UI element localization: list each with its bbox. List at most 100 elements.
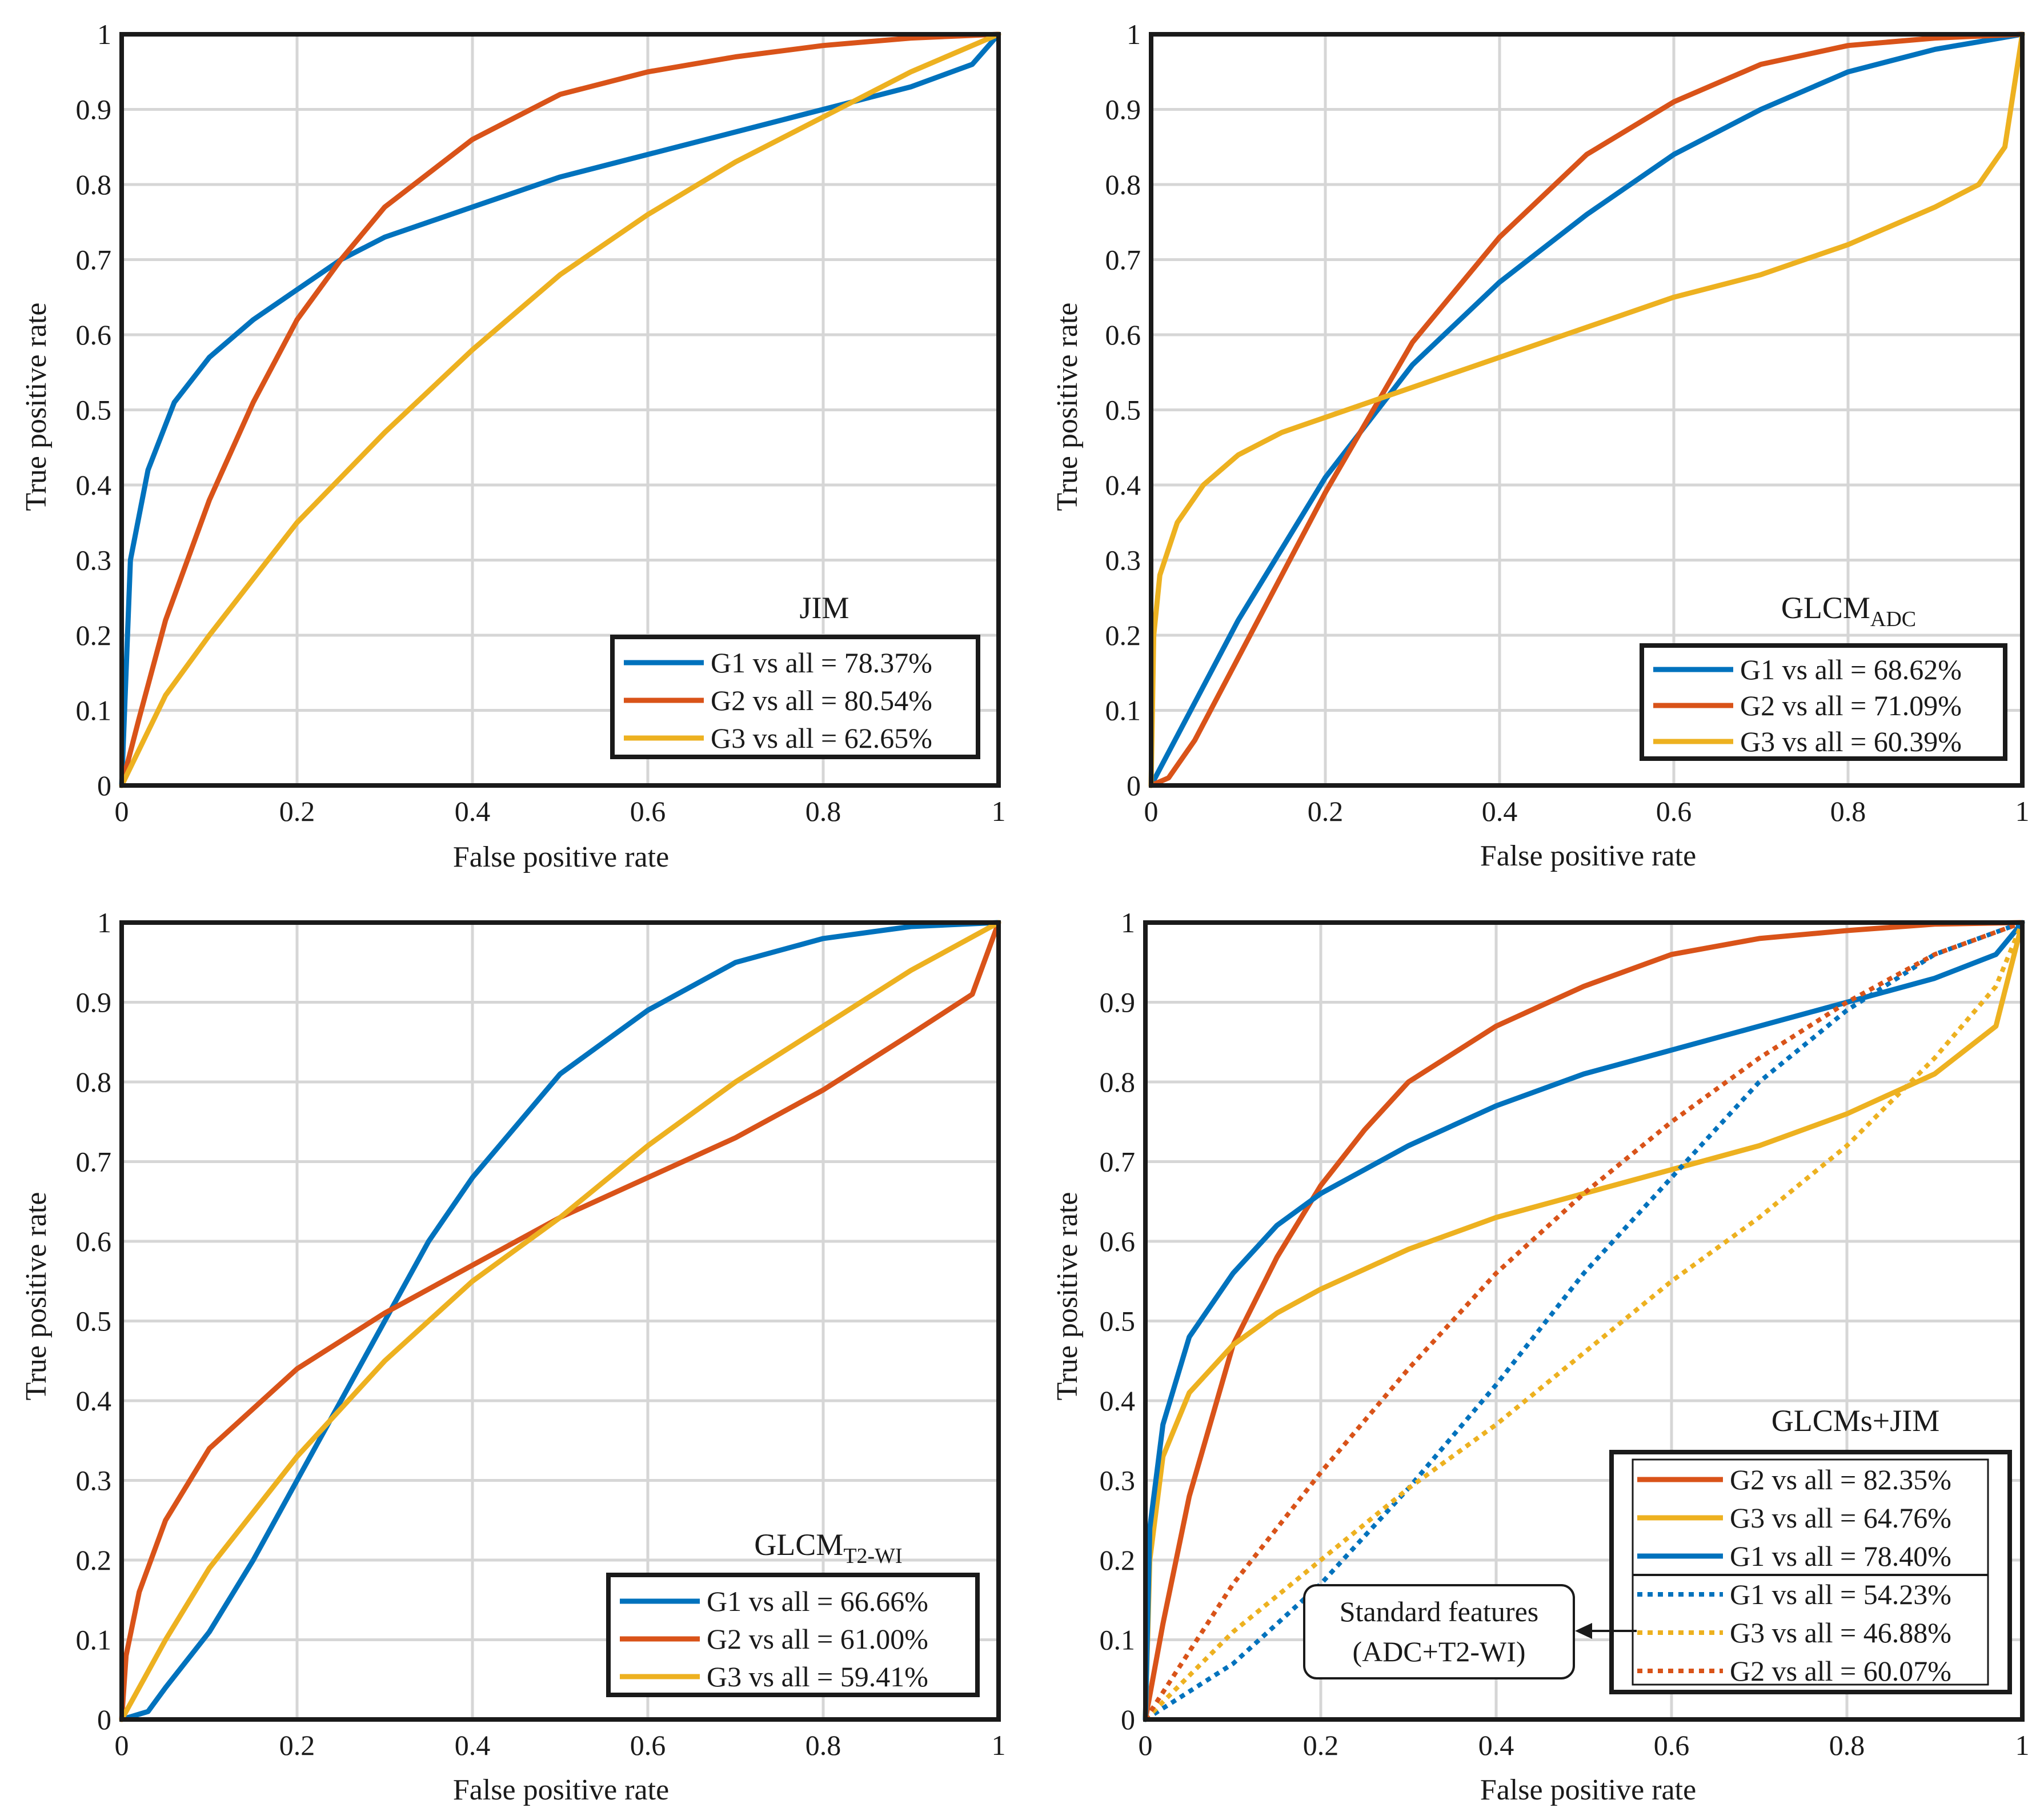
y-tick-label: 1 (1127, 18, 1141, 50)
y-tick-label: 1 (97, 18, 111, 50)
legend-box (1609, 1450, 2012, 1694)
y-axis-label: True positive rate (20, 1192, 53, 1401)
y-tick-label: 0.1 (1105, 695, 1141, 727)
y-tick-label: 0.6 (1105, 319, 1141, 351)
legend-label: G1 vs all = 54.23% (1730, 1578, 1951, 1610)
axes-frame (1143, 920, 2025, 1722)
series-line-g3-dotted (1144, 921, 2025, 1721)
annotation-box (1303, 1584, 1575, 1679)
series-line-g2 (1143, 920, 2025, 1722)
x-tick-label: 1 (2015, 1729, 2030, 1761)
y-tick-label: 0.6 (1100, 1225, 1136, 1257)
x-tick-label: 0.6 (1654, 1729, 1690, 1761)
y-tick-label: 0.9 (76, 987, 112, 1019)
x-tick-label: 0.6 (630, 795, 666, 827)
y-tick-label: 0 (1121, 1703, 1135, 1735)
y-tick-label: 0.8 (76, 169, 112, 201)
x-tick-label: 0 (115, 795, 129, 827)
panel-glcms-jim: 0 0.2 0.4 0.6 0.8 1 0 0.1 0.2 0.3 0.4 0.5 0.6 0.7 0.8 0… (1051, 907, 2030, 1806)
y-tick-label: 0.9 (1100, 987, 1136, 1019)
series-line-g3 (119, 31, 1001, 788)
y-tick-label: 0.7 (1100, 1146, 1136, 1178)
legend-label: G2 vs all = 80.54% (711, 684, 932, 716)
legend-label: G2 vs all = 61.00% (707, 1623, 928, 1655)
annotation-arrowhead (1575, 1623, 1592, 1639)
series-line-g3 (1143, 920, 2025, 1722)
y-tick-label: 0.5 (76, 1305, 112, 1337)
legend-label: G2 vs all = 82.35% (1730, 1464, 1951, 1496)
legend-label: G3 vs all = 59.41% (707, 1661, 928, 1693)
x-tick-label: 0.8 (805, 795, 841, 827)
y-tick-label: 0 (97, 1703, 111, 1735)
y-tick-label: 0.9 (76, 94, 112, 126)
annotation-line-1: Standard features (1340, 1595, 1538, 1627)
x-axis-label: False positive rate (453, 1774, 669, 1806)
y-tick-label: 0.6 (76, 1225, 112, 1257)
x-tick-label: 0.8 (1829, 1729, 1865, 1761)
series-line-g2 (119, 31, 1001, 788)
y-tick-label: 0.2 (1100, 1544, 1136, 1576)
panel-jim: 0 0.2 0.4 0.6 0.8 1 0 0.1 0.2 0.3 0.4 0.5 0.6 0.7 0.8 0… (20, 18, 1006, 873)
series-layer (119, 920, 1001, 1722)
panel-title: GLCMs+JIM (1772, 1404, 1940, 1438)
y-axis-label: True positive rate (1051, 303, 1084, 511)
y-tick-label: 0.4 (76, 469, 112, 501)
x-tick-label: 0.6 (630, 1729, 666, 1761)
x-axis-label: False positive rate (1480, 840, 1696, 872)
panel-glcm-t2wi: 0 0.2 0.4 0.6 0.8 1 0 0.1 0.2 0.3 0.4 0.5 0.6 0.7 0.8 0… (20, 907, 1006, 1806)
y-tick-label: 0.2 (76, 619, 112, 651)
y-tick-label: 1 (1121, 907, 1135, 939)
x-tick-label: 1 (2015, 795, 2030, 827)
y-tick-label: 0.2 (1105, 619, 1141, 651)
y-axis-label: True positive rate (20, 303, 53, 511)
series-line-g3 (119, 920, 1001, 1722)
legend-inner-box (1632, 1458, 1989, 1686)
y-tick-label: 0.3 (1100, 1465, 1136, 1497)
legend-label: G3 vs all = 64.76% (1730, 1502, 1951, 1534)
y-tick-label: 0.3 (76, 1465, 112, 1497)
y-tick-label: 0 (1127, 769, 1141, 801)
y-tick-label: 1 (97, 907, 111, 939)
y-axis-label: True positive rate (1051, 1192, 1084, 1401)
y-tick-label: 0.5 (76, 394, 112, 426)
series-line-g2 (119, 920, 1001, 1722)
y-tick-label: 0.8 (1105, 169, 1141, 201)
x-tick-label: 0 (1139, 1729, 1153, 1761)
panel-title: GLCMADC (1781, 591, 1916, 631)
panel-title: JIM (799, 591, 849, 625)
series-line-g1 (1143, 920, 2025, 1722)
x-tick-label: 0.2 (279, 1729, 315, 1761)
series-line-g1 (119, 920, 1001, 1722)
x-tick-label: 0 (115, 1729, 129, 1761)
y-tick-label: 0.1 (76, 695, 112, 727)
y-tick-label: 0.5 (1100, 1305, 1136, 1337)
legend-label: G3 vs all = 60.39% (1740, 725, 1962, 757)
x-tick-label: 1 (992, 795, 1006, 827)
y-tick-label: 0.5 (1105, 394, 1141, 426)
y-tick-label: 0.4 (1105, 469, 1141, 501)
y-tick-label: 0.2 (76, 1544, 112, 1576)
series-line-g1-dotted (1144, 920, 2023, 1722)
legend-label: G3 vs all = 62.65% (711, 722, 932, 754)
x-tick-label: 0.2 (1303, 1729, 1339, 1761)
series-layer (119, 31, 1001, 788)
axes-frame (119, 920, 1001, 1722)
y-tick-label: 0.8 (1100, 1066, 1136, 1098)
y-tick-label: 0.3 (76, 544, 112, 576)
y-tick-label: 0.1 (1100, 1624, 1136, 1656)
y-tick-label: 0.6 (76, 319, 112, 351)
panel-glcm-adc: 0 0.2 0.4 0.6 0.8 1 0 0.1 0.2 0.3 0.4 0.5 0.6 0.7 0.8 0… (1051, 18, 2030, 872)
legend-label: G2 vs all = 60.07% (1730, 1655, 1951, 1687)
y-tick-label: 0.9 (1105, 94, 1141, 126)
x-tick-label: 1 (992, 1729, 1006, 1761)
legend-label: G2 vs all = 71.09% (1740, 689, 1962, 721)
y-tick-label: 0.7 (76, 1146, 112, 1178)
x-tick-label: 0.6 (1656, 795, 1692, 827)
x-axis-label: False positive rate (1480, 1774, 1696, 1806)
x-tick-label: 0 (1144, 795, 1159, 827)
y-tick-label: 0.4 (1100, 1385, 1136, 1417)
x-tick-label: 0.8 (805, 1729, 841, 1761)
x-tick-label: 0.4 (455, 1729, 491, 1761)
y-tick-label: 0.7 (76, 244, 112, 276)
series-layer (1143, 920, 2025, 1722)
